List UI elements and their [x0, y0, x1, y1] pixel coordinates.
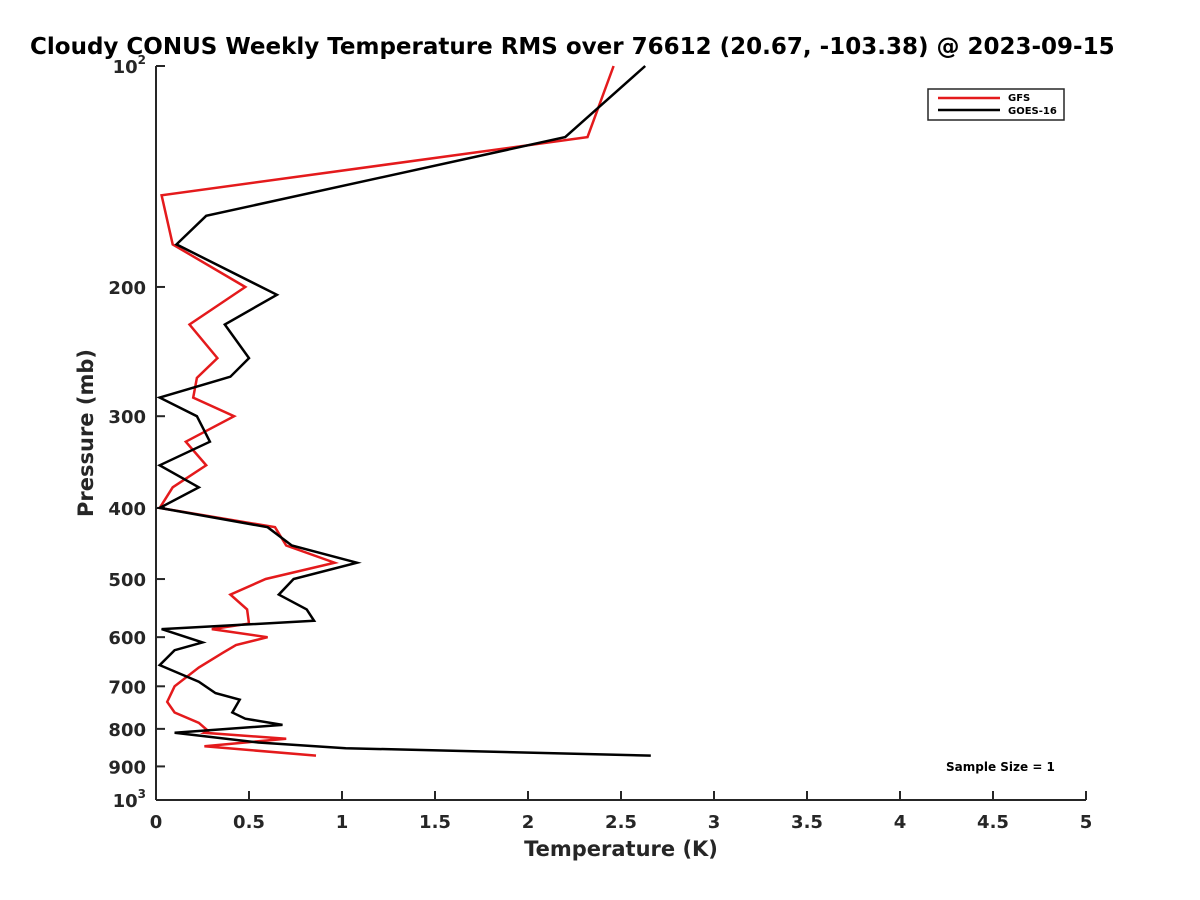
series-layer	[155, 65, 651, 757]
y-tick-base: 10	[113, 791, 138, 812]
x-axis-label: Temperature (K)	[524, 837, 718, 861]
y-tick-label: 102	[113, 53, 146, 78]
y-tick-label: 103	[113, 787, 146, 812]
x-tick-label: 2	[522, 812, 535, 833]
x-tick-label: 0	[150, 812, 163, 833]
x-tick-label: 1	[336, 812, 349, 833]
y-tick-label: 900	[108, 757, 146, 778]
series-line-gfs	[157, 65, 615, 757]
x-tick-label: 3	[708, 812, 721, 833]
y-tick-base: 200	[108, 278, 146, 299]
y-tick-base: 700	[108, 677, 146, 698]
y-tick-exponent: 2	[138, 53, 146, 67]
x-tick-label: 1.5	[419, 812, 451, 833]
y-tick-base: 400	[108, 499, 146, 520]
y-tick-label: 600	[108, 628, 146, 649]
y-axis-label: Pressure (mb)	[74, 349, 98, 517]
y-tick-base: 10	[113, 57, 138, 78]
y-tick-label: 800	[108, 720, 146, 741]
y-tick-label: 500	[108, 570, 146, 591]
x-tick-label: 2.5	[605, 812, 637, 833]
legend-label-gfs: GFS	[1008, 93, 1030, 104]
legend: GFS GOES-16	[927, 88, 1065, 121]
legend-label-goes-16: GOES-16	[1008, 106, 1057, 117]
x-tick-label: 0.5	[233, 812, 265, 833]
x-ticks: 0 0.5 1 1.5 2 2.5 3 3.5 4 4.5 5	[150, 791, 1093, 833]
x-tick-label: 5	[1080, 812, 1093, 833]
y-tick-label: 400	[108, 499, 146, 520]
sample-size-annotation: Sample Size = 1	[946, 760, 1055, 774]
x-tick-label: 4.5	[977, 812, 1009, 833]
y-tick-label: 700	[108, 677, 146, 698]
y-tick-base: 500	[108, 570, 146, 591]
y-tick-base: 800	[108, 720, 146, 741]
y-tick-label: 200	[108, 278, 146, 299]
legend-box	[927, 88, 1065, 121]
y-tick-base: 600	[108, 628, 146, 649]
y-tick-base: 300	[108, 407, 146, 428]
y-tick-base: 900	[108, 757, 146, 778]
series-line-goes-16	[155, 65, 651, 757]
x-tick-label: 4	[894, 812, 907, 833]
chart-title: Cloudy CONUS Weekly Temperature RMS over…	[30, 34, 1115, 60]
y-tick-label: 300	[108, 407, 146, 428]
x-tick-label: 3.5	[791, 812, 823, 833]
y-tick-exponent: 3	[138, 787, 146, 801]
